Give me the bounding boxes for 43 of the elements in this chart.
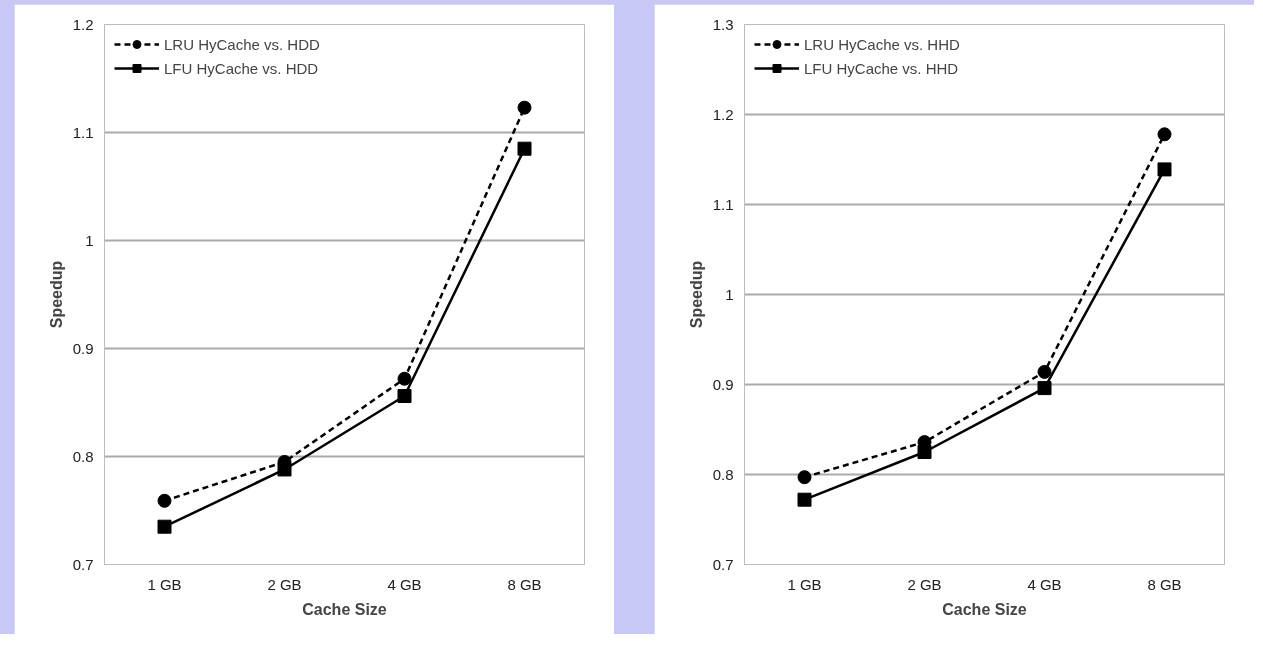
x-tick-label: 2 GB — [907, 575, 942, 593]
y-axis-title: Speedup — [687, 260, 705, 329]
x-tick-label: 1 GB — [787, 575, 822, 593]
y-tick-label: 1.2 — [72, 15, 94, 33]
point — [1157, 127, 1172, 142]
point — [397, 389, 412, 404]
point — [797, 470, 812, 485]
point — [1157, 162, 1172, 177]
point — [1037, 364, 1052, 379]
legend-label: LFU HyCache vs. HHD — [804, 59, 959, 77]
point — [157, 493, 172, 508]
point — [157, 519, 172, 534]
point — [277, 462, 292, 477]
x-tick-label: 2 GB — [267, 575, 302, 593]
x-tick-label: 1 GB — [147, 575, 182, 593]
y-tick-label: 1.2 — [712, 105, 734, 123]
legend-label: LFU HyCache vs. HDD — [164, 59, 319, 77]
x-axis-title: Cache Size — [942, 600, 1027, 618]
point — [517, 141, 532, 156]
y-tick-label: 1 — [85, 231, 94, 249]
legend-label: LRU HyCache vs. HHD — [804, 35, 960, 53]
point — [797, 492, 812, 507]
y-tick-label: 0.8 — [712, 465, 734, 483]
x-tick-label: 8 GB — [1147, 575, 1182, 593]
y-tick-label: 1 — [725, 285, 734, 303]
x-axis-title: Cache Size — [302, 600, 387, 618]
y-tick-label: 0.7 — [712, 555, 734, 573]
x-tick-label: 8 GB — [507, 575, 542, 593]
x-tick-label: 4 GB — [387, 575, 422, 593]
point — [917, 445, 932, 459]
y-axis-title: Speedup — [47, 260, 65, 329]
y-tick-label: 1.1 — [72, 123, 94, 141]
point — [397, 371, 412, 386]
y-tick-label: 0.9 — [712, 375, 734, 393]
x-tick-label: 4 GB — [1027, 575, 1062, 593]
y-tick-label: 0.9 — [72, 339, 94, 357]
y-tick-label: 1.3 — [712, 15, 734, 33]
legend-label: LRU HyCache vs. HDD — [164, 35, 320, 53]
y-tick-label: 0.7 — [72, 555, 94, 573]
y-tick-label: 1.1 — [712, 195, 734, 213]
point — [1037, 381, 1052, 396]
y-tick-label: 0.8 — [72, 447, 94, 465]
point — [517, 100, 532, 115]
